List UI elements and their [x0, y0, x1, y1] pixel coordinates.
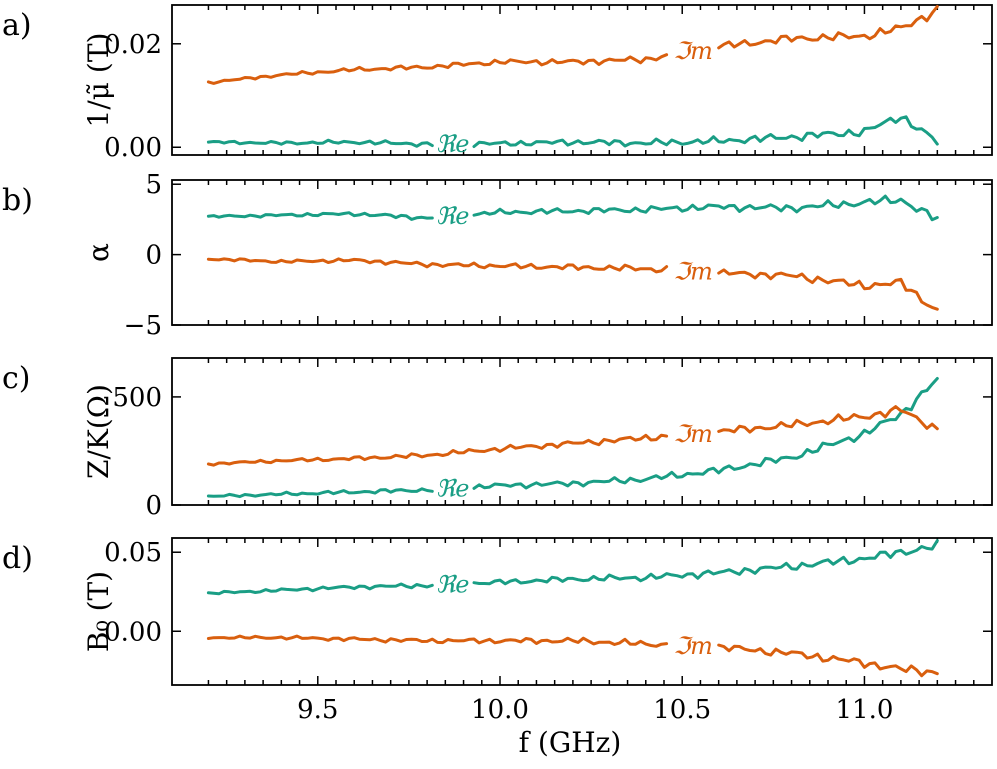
panel-label: c) — [2, 361, 31, 396]
x-tick-label: 10.5 — [653, 695, 711, 725]
series-label-re: ℜe — [436, 474, 470, 502]
y-tick-label: 0.00 — [104, 617, 162, 647]
plot-frame — [171, 179, 993, 326]
y-axis-label: α — [82, 243, 115, 262]
y-tick-label: 0.05 — [104, 538, 162, 568]
y-tick-label: −5 — [124, 311, 162, 341]
series-label-im: ℑm — [673, 420, 713, 448]
series-line-im — [206, 257, 939, 311]
panels: 0.00 0.021/μ̃ (T) a) ℜe ℑm −5 0 5 α b) ℜe ℑm 0 500Z/K… — [2, 4, 993, 725]
series-label-re: ℜe — [436, 130, 470, 158]
panel-label: d) — [2, 541, 33, 576]
series-line-im — [206, 5, 939, 85]
x-tick-label: 9.5 — [297, 695, 338, 725]
plot-frame — [171, 4, 993, 156]
x-tick-label: 10.0 — [471, 695, 529, 725]
y-tick-label: 0.00 — [104, 133, 162, 163]
panel-2: −5 0 5 α b) ℜe ℑm — [2, 170, 993, 341]
series-label-re: ℜe — [436, 202, 470, 230]
series-line-re — [206, 194, 939, 222]
x-tick-label: 11.0 — [835, 695, 893, 725]
series-line-im — [206, 634, 939, 678]
series-line-re — [206, 377, 939, 499]
y-tick-label: 0 — [145, 241, 162, 271]
y-tick-label: 0.02 — [104, 30, 162, 60]
series-label-re: ℜe — [436, 570, 470, 598]
y-tick-label: 0 — [145, 491, 162, 521]
y-axis-label: 1/μ̃ (T) — [82, 33, 115, 128]
series-line-re — [206, 115, 939, 148]
y-axis-label: Z/K(Ω) — [82, 384, 115, 479]
y-tick-label: 500 — [112, 383, 162, 413]
plot-frame — [171, 537, 993, 686]
series-label-im: ℑm — [673, 257, 713, 285]
panel-1: 0.00 0.021/μ̃ (T) a) ℜe ℑm — [2, 4, 993, 163]
y-axis-label: B₀ (T) — [82, 571, 115, 652]
series-label-im: ℑm — [673, 37, 713, 65]
series-line-im — [206, 405, 939, 467]
series-line-re — [206, 539, 939, 596]
y-tick-label: 5 — [145, 170, 162, 200]
panel-label: a) — [2, 8, 32, 43]
panel-label: b) — [2, 183, 33, 218]
x-axis-label: f (GHz) — [519, 726, 622, 759]
series-label-im: ℑm — [673, 632, 713, 660]
plot-frame — [171, 357, 993, 506]
